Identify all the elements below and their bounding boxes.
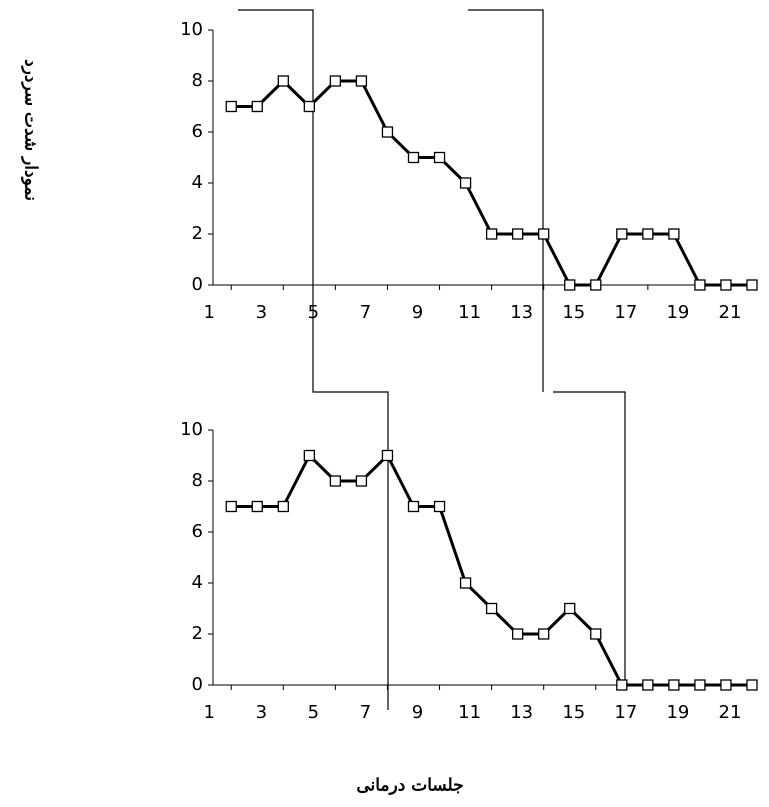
x-axis-label: جلسات درمانی xyxy=(356,776,463,796)
x-tick-label: 17 xyxy=(614,302,637,323)
x-tick-label: 19 xyxy=(666,302,689,323)
x-tick-label: 15 xyxy=(562,302,585,323)
marker xyxy=(642,679,654,691)
x-tick-label: 13 xyxy=(510,702,533,723)
marker xyxy=(303,449,315,462)
y-tick-label: 0 xyxy=(192,274,203,295)
x-tick-label: 1 xyxy=(204,702,215,723)
x-tick-label: 3 xyxy=(256,302,267,323)
marker xyxy=(746,679,758,691)
marker xyxy=(538,228,550,240)
phase-line xyxy=(238,9,389,710)
marker xyxy=(746,279,758,291)
x-tick-label: 13 xyxy=(510,302,533,323)
y-tick-label: 2 xyxy=(192,223,203,244)
marker xyxy=(355,475,368,487)
marker xyxy=(512,228,524,240)
marker xyxy=(381,126,394,138)
marker xyxy=(407,151,420,164)
marker xyxy=(329,75,342,87)
marker xyxy=(564,279,576,291)
marker xyxy=(512,628,524,640)
y-tick-label: 4 xyxy=(192,172,203,193)
y-axis-label: نمودار شدت سردرد xyxy=(21,59,41,201)
y-tick-label: 2 xyxy=(192,623,203,644)
x-tick-label: 19 xyxy=(666,702,689,723)
x-tick-label: 1 xyxy=(204,302,215,323)
marker xyxy=(225,100,237,113)
x-tick-label: 15 xyxy=(562,702,585,723)
marker xyxy=(303,100,315,113)
x-tick-label: 21 xyxy=(719,702,742,723)
marker xyxy=(694,279,706,291)
marker xyxy=(251,500,263,513)
y-tick-label: 10 xyxy=(180,19,203,40)
y-tick-label: 8 xyxy=(192,470,203,491)
marker xyxy=(433,151,446,164)
y-tick-label: 6 xyxy=(192,521,203,542)
x-tick-label: 11 xyxy=(458,702,481,723)
marker xyxy=(668,679,680,691)
marker xyxy=(590,279,602,291)
marker xyxy=(329,475,342,487)
line xyxy=(231,453,752,687)
marker xyxy=(485,602,498,615)
x-tick-label: 5 xyxy=(308,302,319,323)
y-tick-label: 10 xyxy=(180,419,203,440)
x-tick-label: 9 xyxy=(412,702,423,723)
marker xyxy=(277,500,289,513)
marker xyxy=(668,228,680,240)
x-tick-label: 11 xyxy=(458,302,481,323)
y-tick-label: 8 xyxy=(192,70,203,91)
phase-line xyxy=(468,9,544,392)
y-tick-label: 4 xyxy=(192,572,203,593)
x-tick-label: 9 xyxy=(412,302,423,323)
marker xyxy=(642,228,654,240)
marker xyxy=(381,449,394,462)
marker xyxy=(433,500,446,513)
x-tick-label: 7 xyxy=(360,702,371,723)
marker xyxy=(616,228,628,240)
marker xyxy=(459,177,472,189)
marker xyxy=(277,75,289,87)
x-tick-label: 7 xyxy=(360,302,371,323)
x-tick-label: 3 xyxy=(256,702,267,723)
x-tick-label: 5 xyxy=(308,702,319,723)
phase-lines xyxy=(238,9,626,710)
marker xyxy=(720,679,732,691)
marker xyxy=(459,577,472,589)
y-tick-label: 0 xyxy=(192,674,203,695)
phase-line xyxy=(553,391,626,685)
marker xyxy=(407,500,420,513)
marker xyxy=(538,628,550,640)
marker xyxy=(694,679,706,691)
marker xyxy=(485,228,498,240)
marker xyxy=(225,500,237,513)
marker xyxy=(355,75,368,87)
x-tick-label: 17 xyxy=(614,702,637,723)
marker xyxy=(720,279,732,291)
marker xyxy=(616,679,628,691)
marker xyxy=(251,100,263,113)
marker xyxy=(590,628,602,640)
x-tick-label: 21 xyxy=(719,302,742,323)
y-tick-label: 6 xyxy=(192,121,203,142)
marker xyxy=(564,602,576,615)
